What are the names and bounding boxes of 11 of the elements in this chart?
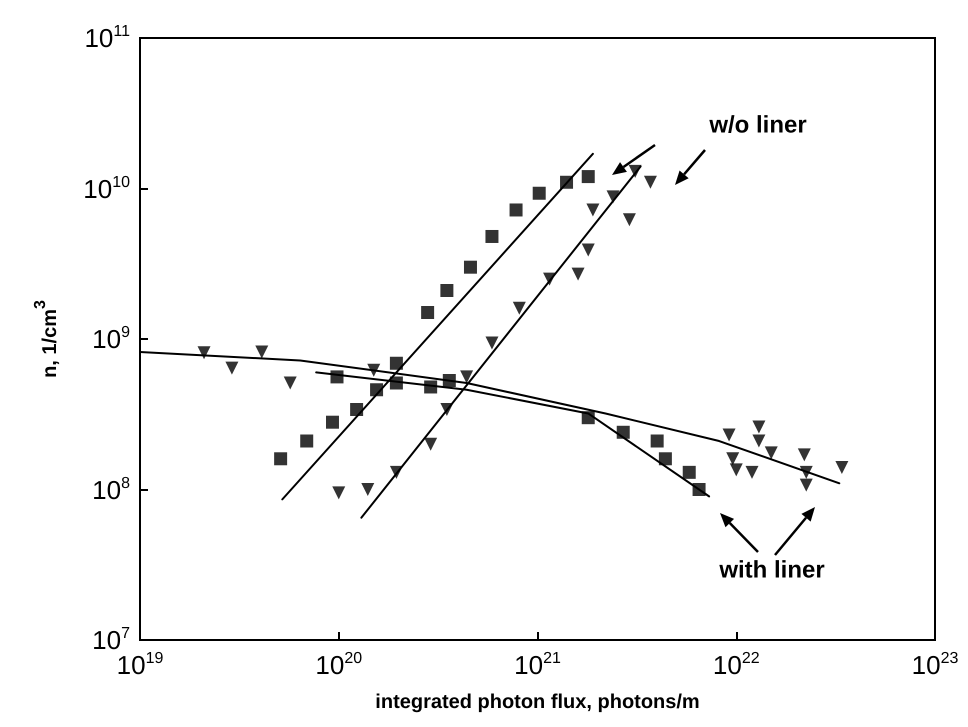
y-tick-label: 10$^{11}$ [84,22,130,53]
x-tick-label: 10$^{22}$ [712,650,760,680]
x-tick-label: 10$^{21}$ [514,650,561,680]
x-tick-label: 10$^{23}$ [912,650,958,680]
y-tick-label: 10$^{8}$ [92,474,130,504]
annotation: with liner [718,556,825,584]
x-axis-title: integrated photon flux, photons/m [375,691,700,713]
annotation: w/o liner [708,112,807,138]
y-tick-label: 10$^{9}$ [92,324,130,354]
y-tick-label: 10$^{10}$ [83,173,130,204]
x-tick-label: 10$^{20}$ [315,650,362,680]
